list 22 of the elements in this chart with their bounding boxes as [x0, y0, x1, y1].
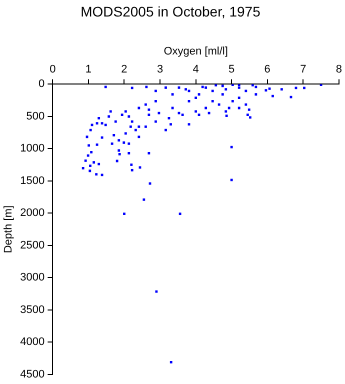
x-axis-title: Oxygen [ml/l]: [164, 45, 228, 58]
y-tick-label: 4000: [20, 336, 45, 348]
x-tick-label: 1: [85, 64, 92, 76]
x-tick-label: 6: [264, 64, 270, 76]
x-tick-label: 3: [156, 64, 164, 76]
y-tick-label: 0: [38, 78, 45, 90]
x-tick-label: 4: [192, 64, 199, 76]
y-tick-label: 1500: [20, 174, 45, 187]
y-tick-label: 1000: [20, 142, 45, 155]
chart-title: MODS2005 in October, 1975: [80, 3, 261, 20]
x-tick-label: 7: [300, 64, 306, 76]
x-tick-label: 8: [336, 64, 342, 76]
x-tick-label: 0: [50, 64, 56, 76]
y-tick-label: 500: [26, 110, 45, 122]
x-tick-label: 5: [228, 64, 235, 76]
y-tick-label: 3500: [20, 304, 45, 316]
y-axis-title: Depth [m]: [2, 205, 15, 254]
y-tick-label: 2500: [20, 239, 45, 252]
y-tick-label: 2000: [20, 207, 45, 220]
x-tick-label: 2: [121, 64, 128, 76]
y-tick-label: 4500: [20, 368, 45, 380]
y-tick-label: 3000: [20, 272, 45, 284]
